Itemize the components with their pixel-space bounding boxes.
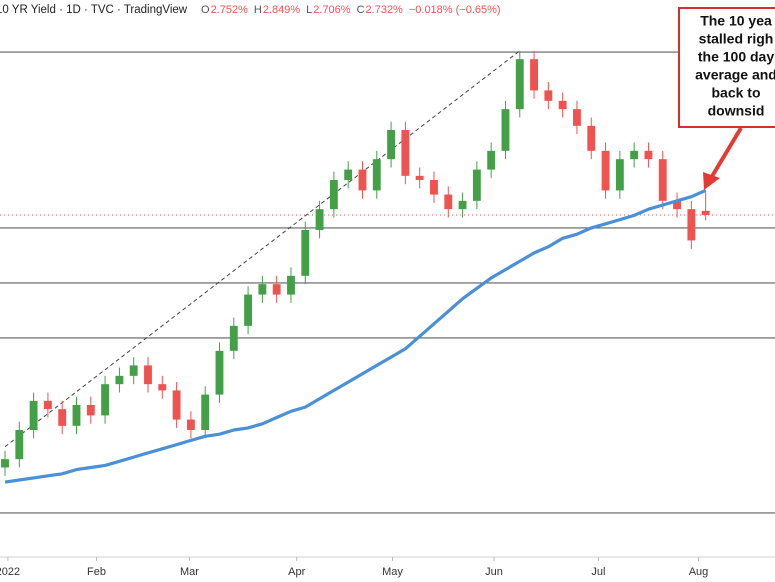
x-tick-label: May [382,566,403,578]
candle-body [444,194,453,210]
candle-body [358,169,367,191]
candle-body [573,109,581,126]
legend-header: 10 YR Yield · 1D · TVC · TradingView O 2.7… [0,1,501,19]
candle-body [186,419,195,430]
candle-body [615,159,624,191]
plot-area [0,50,775,514]
quote-key: L [306,4,312,16]
candle-body [372,159,381,191]
candle-body [530,59,538,91]
candle-body [658,159,667,201]
x-tick-label: Apr [288,566,305,578]
candle-body [315,209,324,230]
x-tick-label: 2022 [0,566,20,578]
annotation-line: the 100 day [698,49,774,65]
quote-value: 2.849% [263,4,301,16]
candle-body [644,150,653,160]
candle-body [58,409,67,426]
candle-body [430,180,438,195]
candle-body [144,365,152,385]
candle-body [86,405,95,416]
candle-body [387,130,396,160]
candle-body [158,384,167,391]
candle-body [544,90,553,101]
candle-body [701,210,710,215]
candle-body [329,180,338,210]
candle-body [687,209,696,241]
trend-line [4,50,521,448]
candle-body [487,150,496,170]
candle-body [101,384,110,416]
annotation-line: downsid [708,103,765,119]
arrow-head [703,172,720,190]
candle-body [587,125,596,151]
quote-key: O [201,4,210,16]
candle-body [215,350,224,395]
candle-body [301,230,310,276]
candle-body [115,375,124,385]
candle-body [287,275,295,295]
candle-body [558,100,567,110]
moving-average-line [4,188,707,484]
x-tick-label: Mar [180,566,199,578]
candle-body [344,169,353,180]
candle-body [673,200,681,210]
quote-key: H [254,4,262,16]
annotation-line: average and [695,67,775,83]
quote-value: 2.752% [211,4,249,16]
quote-change: −0.018% (−0.65%) [409,4,501,16]
candle-body [601,150,610,191]
quote-key: C [357,4,365,16]
annotation-box [678,7,775,128]
x-tick-label: Jun [485,566,503,578]
x-tick-label: Jul [591,566,605,578]
annotation-line: The 10 yea [700,13,772,29]
candle-body [15,430,24,460]
quote-value: 2.732% [366,4,404,16]
candle-body [229,325,238,351]
annotation-line: stalled righ [699,31,774,47]
candle-body [43,400,52,410]
candle-body [1,459,9,468]
candle-body [458,200,467,210]
candle-body [244,294,253,326]
x-tick-label: Aug [689,566,709,578]
annotation-text: The 10 yea stalled righ the 100 day average… [695,13,775,119]
candle-body [129,365,138,376]
quote-value: 2.706% [313,4,351,16]
candle-body [401,130,410,176]
annotation: The 10 yea stalled righ the 100 day average… [678,7,775,190]
candle-body [29,400,38,430]
annotation-arrow [709,126,743,180]
candle-body [201,394,210,430]
candle-body [515,59,524,110]
x-tick-label: Feb [87,566,106,578]
annotation-line: back to [711,85,760,101]
header-background [0,1,455,19]
candle-body [172,390,181,420]
x-axis: 2022 Feb Mar Apr May Jun Jul Aug [0,557,708,578]
candle-body [415,175,424,180]
candle-body [258,284,267,295]
chart-title: 10 YR Yield · 1D · TVC · TradingView [0,4,188,16]
candle-body [272,284,281,295]
candle-body [630,150,639,160]
candle-body [72,405,81,426]
candle-body [472,169,481,201]
candle-body [501,109,510,151]
